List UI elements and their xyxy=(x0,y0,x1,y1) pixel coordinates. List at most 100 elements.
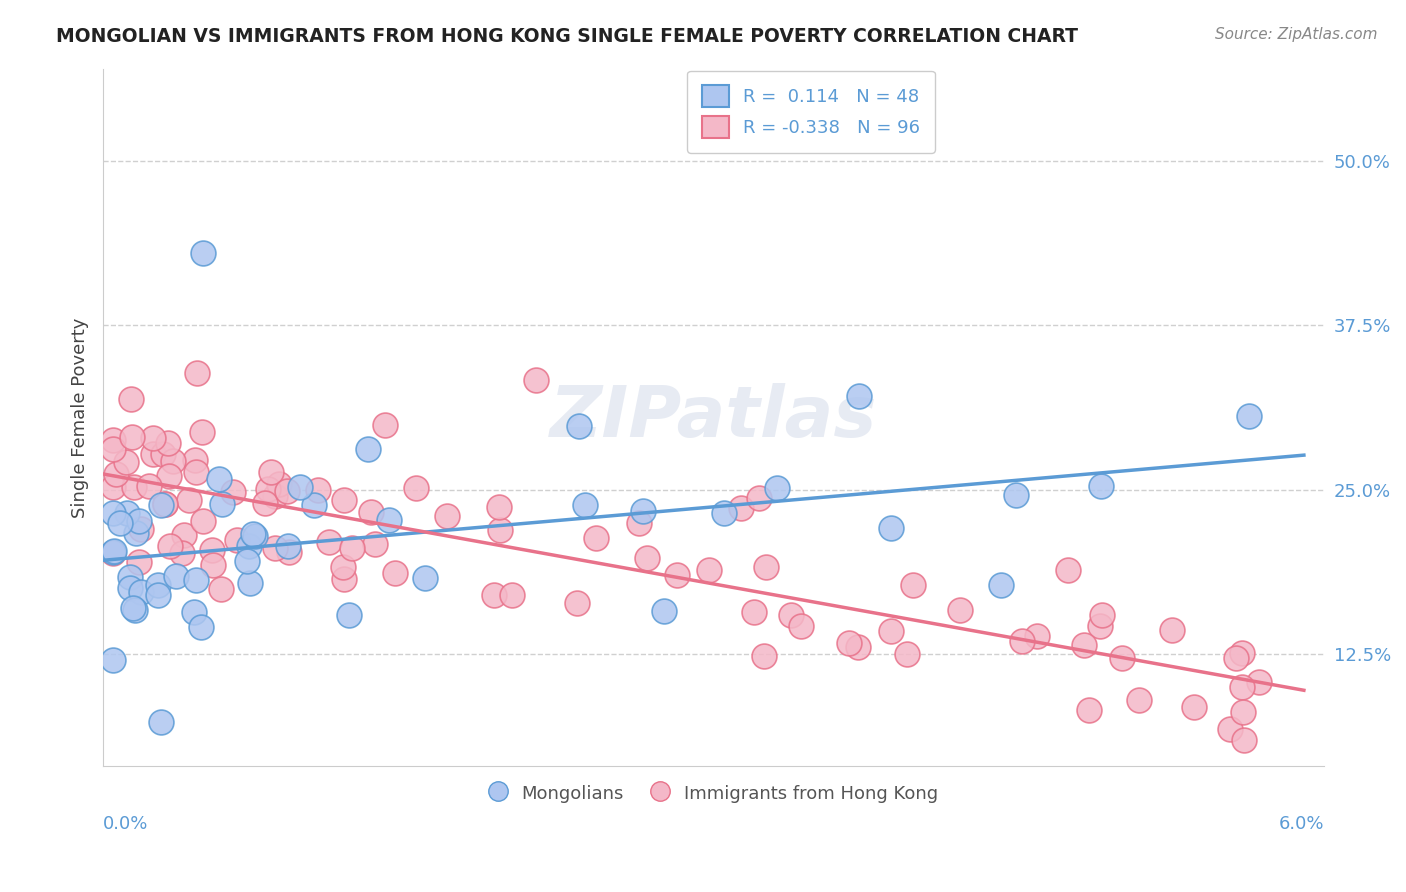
Point xyxy=(242,527,264,541)
Point xyxy=(1025,629,1047,643)
Point xyxy=(340,541,363,555)
Point xyxy=(413,571,436,585)
Point xyxy=(165,568,187,582)
Point xyxy=(1056,563,1078,577)
Point xyxy=(488,523,510,537)
Point xyxy=(202,558,225,572)
Point xyxy=(1111,651,1133,665)
Point xyxy=(1239,409,1261,424)
Point xyxy=(524,373,547,387)
Point xyxy=(1073,639,1095,653)
Point xyxy=(585,531,607,545)
Point xyxy=(779,607,801,622)
Text: ZIPatlas: ZIPatlas xyxy=(550,383,877,452)
Point xyxy=(742,605,765,619)
Point xyxy=(374,417,396,432)
Point xyxy=(665,567,688,582)
Text: MONGOLIAN VS IMMIGRANTS FROM HONG KONG SINGLE FEMALE POVERTY CORRELATION CHART: MONGOLIAN VS IMMIGRANTS FROM HONG KONG S… xyxy=(56,27,1078,45)
Point xyxy=(1182,700,1205,714)
Point xyxy=(333,572,356,586)
Point xyxy=(104,467,127,482)
Point xyxy=(122,480,145,494)
Point xyxy=(170,546,193,560)
Point xyxy=(302,498,325,512)
Point xyxy=(384,566,406,580)
Point xyxy=(1090,478,1112,492)
Point xyxy=(225,533,247,547)
Text: 6.0%: 6.0% xyxy=(1278,815,1324,833)
Point xyxy=(101,442,124,456)
Point xyxy=(177,493,200,508)
Point xyxy=(150,499,173,513)
Point xyxy=(565,596,588,610)
Point xyxy=(488,500,510,514)
Point xyxy=(337,608,360,623)
Point xyxy=(243,529,266,543)
Point xyxy=(636,551,658,566)
Point xyxy=(238,539,260,553)
Point xyxy=(627,516,650,530)
Point xyxy=(1128,693,1150,707)
Point xyxy=(120,392,142,407)
Point xyxy=(848,389,870,403)
Point xyxy=(120,570,142,584)
Point xyxy=(901,578,924,592)
Point xyxy=(277,539,299,553)
Point xyxy=(318,535,340,549)
Point xyxy=(1219,723,1241,737)
Point xyxy=(115,506,138,520)
Point xyxy=(697,563,720,577)
Point xyxy=(278,545,301,559)
Point xyxy=(848,640,870,655)
Point xyxy=(101,546,124,560)
Point xyxy=(267,476,290,491)
Point xyxy=(193,514,215,528)
Point xyxy=(152,447,174,461)
Point xyxy=(378,513,401,527)
Point xyxy=(128,555,150,569)
Point xyxy=(209,582,232,596)
Legend: Mongolians, Immigrants from Hong Kong: Mongolians, Immigrants from Hong Kong xyxy=(481,773,946,814)
Point xyxy=(1230,680,1253,694)
Point xyxy=(101,545,124,559)
Point xyxy=(1011,634,1033,648)
Point xyxy=(162,454,184,468)
Point xyxy=(115,455,138,469)
Point xyxy=(138,479,160,493)
Point xyxy=(148,588,170,602)
Point xyxy=(120,581,142,595)
Point xyxy=(191,425,214,440)
Point xyxy=(1088,618,1111,632)
Point xyxy=(108,516,131,530)
Point xyxy=(184,453,207,467)
Point xyxy=(124,603,146,617)
Point xyxy=(1160,623,1182,637)
Point xyxy=(157,436,180,450)
Point xyxy=(307,483,329,497)
Point xyxy=(879,521,901,535)
Point xyxy=(222,484,245,499)
Point xyxy=(360,505,382,519)
Point xyxy=(1091,607,1114,622)
Point xyxy=(1232,705,1254,719)
Point xyxy=(631,504,654,518)
Point xyxy=(184,465,207,479)
Point xyxy=(142,447,165,461)
Point xyxy=(153,497,176,511)
Point xyxy=(765,481,787,495)
Point xyxy=(990,577,1012,591)
Point xyxy=(101,480,124,494)
Point xyxy=(101,653,124,667)
Point xyxy=(574,498,596,512)
Point xyxy=(173,528,195,542)
Point xyxy=(332,560,354,574)
Point xyxy=(264,541,287,555)
Point xyxy=(101,433,124,447)
Point xyxy=(186,366,208,380)
Point xyxy=(253,496,276,510)
Point xyxy=(201,543,224,558)
Point xyxy=(142,431,165,445)
Point xyxy=(103,543,125,558)
Point xyxy=(211,497,233,511)
Point xyxy=(730,500,752,515)
